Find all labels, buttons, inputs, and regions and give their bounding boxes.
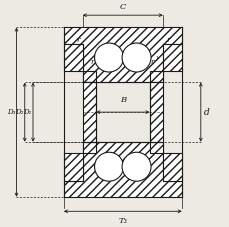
Text: C: C xyxy=(119,3,125,11)
Text: B: B xyxy=(119,96,125,104)
Polygon shape xyxy=(162,44,181,71)
Text: r: r xyxy=(90,58,93,66)
Polygon shape xyxy=(149,71,162,82)
Text: T₃: T₃ xyxy=(118,217,127,225)
Text: d: d xyxy=(203,108,208,117)
Polygon shape xyxy=(63,142,181,197)
Circle shape xyxy=(122,152,150,181)
Polygon shape xyxy=(82,71,96,82)
Polygon shape xyxy=(63,153,82,180)
Polygon shape xyxy=(82,82,96,142)
Text: D₁: D₁ xyxy=(23,108,32,116)
Text: D₃: D₃ xyxy=(7,108,15,116)
Text: r: r xyxy=(165,36,169,44)
Text: 1: 1 xyxy=(154,56,158,62)
Circle shape xyxy=(94,43,123,72)
Polygon shape xyxy=(149,82,162,142)
Text: r: r xyxy=(150,58,154,66)
Circle shape xyxy=(122,43,150,72)
Polygon shape xyxy=(63,44,82,71)
Polygon shape xyxy=(82,142,96,153)
Text: D₂: D₂ xyxy=(15,108,24,116)
Polygon shape xyxy=(162,153,181,180)
Text: r: r xyxy=(76,36,79,44)
Circle shape xyxy=(94,152,123,181)
Text: 1: 1 xyxy=(97,56,100,62)
Polygon shape xyxy=(63,27,181,82)
Polygon shape xyxy=(149,142,162,153)
